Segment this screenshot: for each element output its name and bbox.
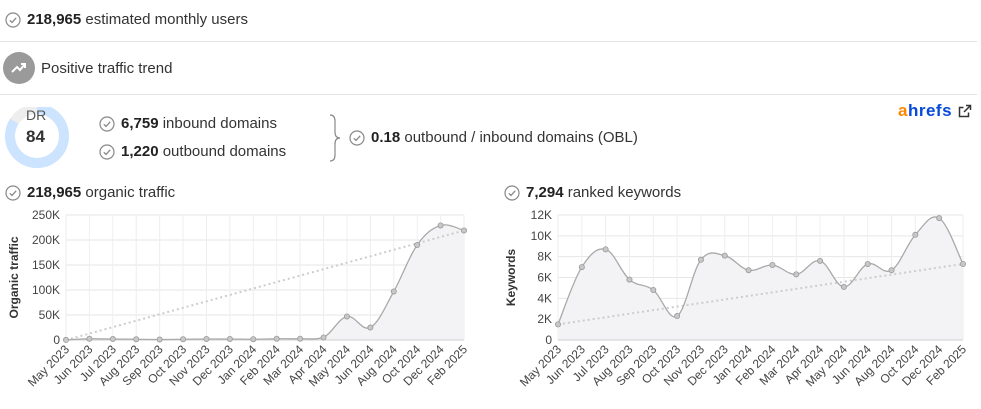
ranked-keywords-label: ranked keywords	[567, 184, 682, 201]
domain-rating-gauge: DR 84	[4, 107, 72, 169]
data-point	[320, 334, 327, 341]
data-point	[793, 271, 800, 278]
ahrefs-logo-a: a	[898, 101, 908, 120]
check-circle-icon	[504, 184, 520, 201]
data-point	[912, 231, 919, 238]
y-tick-label: 0	[53, 333, 60, 347]
data-point	[769, 262, 776, 269]
data-point	[226, 335, 233, 342]
ranked-keywords-header: 7,294 ranked keywords	[504, 184, 681, 201]
y-tick-label: 12K	[531, 208, 552, 222]
obl-metric: 0.18 outbound / inbound domains (OBL)	[349, 129, 638, 146]
data-point	[86, 335, 93, 342]
data-point	[343, 313, 350, 320]
data-point	[602, 246, 609, 253]
data-point	[817, 257, 824, 264]
traffic-trend-row: Positive traffic trend	[3, 52, 172, 84]
data-point	[414, 242, 421, 249]
y-tick-label: 2K	[537, 312, 552, 326]
y-axis-label: Organic traffic	[7, 236, 21, 318]
data-point	[555, 321, 562, 328]
y-tick-label: 8K	[537, 250, 552, 264]
monthly-users-label: estimated monthly users	[85, 11, 248, 28]
ahrefs-logo-rest: hrefs	[907, 101, 953, 120]
data-point	[390, 288, 397, 295]
data-point	[180, 336, 187, 343]
data-point	[109, 335, 116, 342]
divider	[0, 41, 977, 42]
inbound-domains-metric: 6,759 inbound domains	[99, 115, 277, 132]
organic-traffic-label: organic traffic	[85, 184, 176, 201]
data-point	[697, 256, 704, 263]
trend-badge	[3, 52, 35, 84]
data-point	[273, 335, 280, 342]
trending-up-icon	[11, 63, 26, 73]
data-point	[840, 283, 847, 290]
data-point	[250, 336, 257, 343]
ranked-keywords-value: 7,294	[526, 184, 564, 201]
data-point	[203, 335, 210, 342]
brace-divider	[329, 114, 341, 162]
series-area	[558, 216, 963, 340]
external-link-icon	[958, 104, 972, 118]
monthly-users-value: 218,965	[27, 11, 82, 28]
data-point	[437, 222, 444, 229]
trend-line	[65, 229, 465, 341]
y-tick-label: 250K	[32, 208, 60, 222]
data-point	[297, 335, 304, 342]
data-point	[721, 252, 728, 259]
y-tick-label: 4K	[537, 291, 552, 305]
data-point	[156, 336, 163, 343]
data-point	[578, 264, 585, 271]
obl-label: outbound / inbound domains (OBL)	[404, 129, 638, 146]
data-point	[133, 336, 140, 343]
data-point	[650, 287, 657, 294]
organic-traffic-header: 218,965 organic traffic	[5, 184, 175, 201]
dr-value: 84	[26, 127, 45, 146]
check-circle-icon	[5, 11, 21, 28]
y-tick-label: 200K	[32, 233, 60, 247]
data-point	[63, 336, 70, 343]
data-point	[626, 276, 633, 283]
y-tick-label: 150K	[32, 258, 60, 272]
ahrefs-link[interactable]: a hrefs	[898, 101, 972, 121]
data-point	[674, 313, 681, 320]
outbound-domains-label: outbound domains	[162, 143, 287, 160]
data-point	[367, 324, 374, 331]
monthly-users-row: 218,965 estimated monthly users	[5, 11, 248, 28]
dr-ring	[5, 107, 69, 168]
data-point	[460, 227, 467, 234]
data-point	[936, 215, 943, 222]
traffic-trend-label: Positive traffic trend	[41, 59, 173, 77]
check-circle-icon	[99, 115, 115, 132]
check-circle-icon	[5, 184, 21, 201]
y-tick-label: 10K	[531, 229, 552, 243]
series-area	[66, 224, 464, 340]
data-point	[745, 267, 752, 274]
check-circle-icon	[349, 129, 365, 146]
y-tick-label: 100K	[32, 283, 60, 297]
y-tick-label: 6K	[537, 271, 552, 285]
inbound-domains-label: inbound domains	[162, 115, 277, 132]
obl-value: 0.18	[371, 129, 401, 146]
outbound-domains-value: 1,220	[121, 143, 159, 160]
outbound-domains-metric: 1,220 outbound domains	[99, 143, 286, 160]
data-point	[959, 260, 966, 267]
data-point	[888, 267, 895, 274]
dr-label: DR	[26, 107, 47, 123]
check-circle-icon	[99, 143, 115, 160]
data-point	[864, 260, 871, 267]
y-tick-label: 50K	[39, 308, 60, 322]
inbound-domains-value: 6,759	[121, 115, 159, 132]
organic-traffic-value: 218,965	[27, 184, 82, 201]
trend-line	[557, 262, 964, 326]
y-axis-label: Keywords	[504, 249, 518, 307]
divider	[0, 94, 977, 95]
y-tick-label: 0	[545, 333, 552, 347]
